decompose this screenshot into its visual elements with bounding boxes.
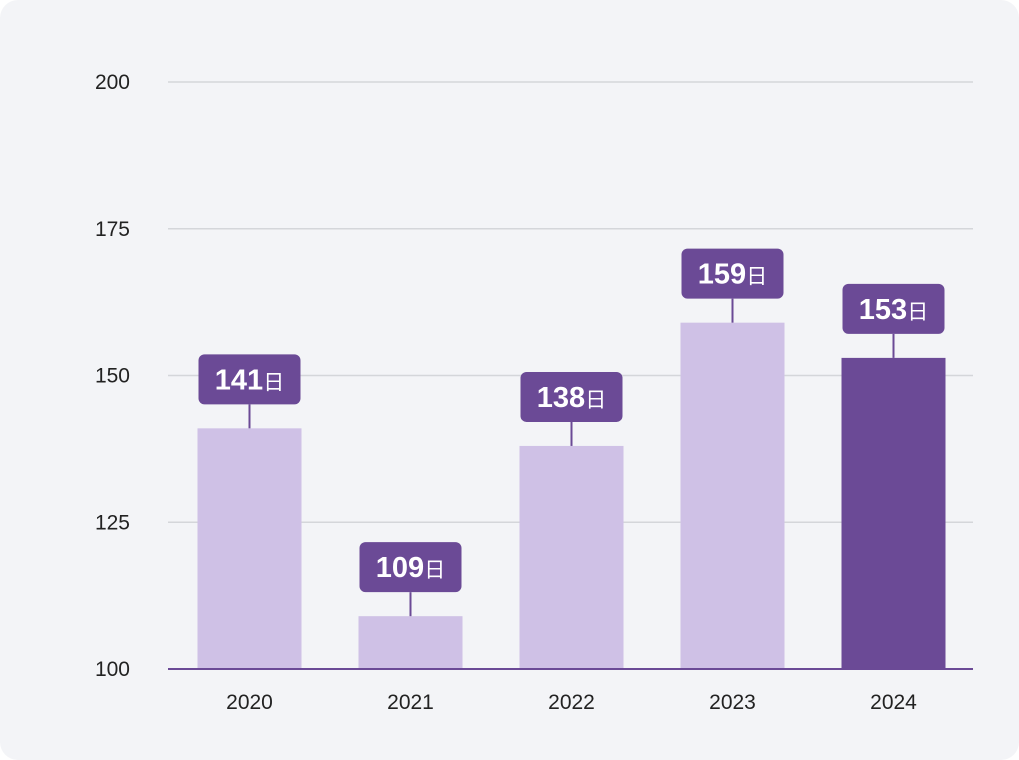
data-label-box bbox=[359, 542, 462, 593]
data-label-unit: 日 bbox=[263, 371, 284, 394]
data-label: 153日 bbox=[859, 294, 928, 326]
y-tick-label: 175 bbox=[95, 218, 130, 241]
data-label-value: 141 bbox=[215, 364, 263, 396]
data-label-value: 159 bbox=[698, 259, 746, 291]
bar-2024 bbox=[841, 357, 946, 669]
x-tick-label: 2022 bbox=[548, 691, 595, 714]
bar-2023 bbox=[680, 322, 785, 669]
data-label-box bbox=[198, 354, 301, 405]
y-tick-label: 200 bbox=[95, 71, 130, 94]
data-label-box bbox=[681, 248, 784, 299]
bar-2021 bbox=[358, 616, 463, 669]
data-label: 141日 bbox=[215, 364, 284, 396]
data-label: 109日 bbox=[376, 552, 445, 584]
data-label-box bbox=[842, 283, 945, 334]
bar-2022 bbox=[519, 445, 624, 669]
x-tick-label: 2020 bbox=[226, 691, 273, 714]
y-tick-label: 100 bbox=[95, 658, 130, 681]
y-tick-label: 125 bbox=[95, 511, 130, 534]
data-label: 138日 bbox=[537, 382, 606, 414]
data-label-unit: 日 bbox=[424, 559, 445, 582]
x-tick-label: 2024 bbox=[870, 691, 917, 714]
bar-2020 bbox=[197, 428, 302, 669]
data-label-value: 138 bbox=[537, 382, 585, 414]
data-label-value: 153 bbox=[859, 294, 907, 326]
data-label-value: 109 bbox=[376, 552, 424, 584]
x-tick-label: 2021 bbox=[387, 691, 434, 714]
data-label-unit: 日 bbox=[585, 389, 606, 412]
data-label: 159日 bbox=[698, 259, 767, 291]
x-tick-label: 2023 bbox=[709, 691, 756, 714]
data-label-unit: 日 bbox=[746, 266, 767, 289]
y-tick-label: 150 bbox=[95, 365, 130, 388]
data-label-unit: 日 bbox=[907, 301, 928, 324]
data-label-box bbox=[520, 371, 623, 422]
